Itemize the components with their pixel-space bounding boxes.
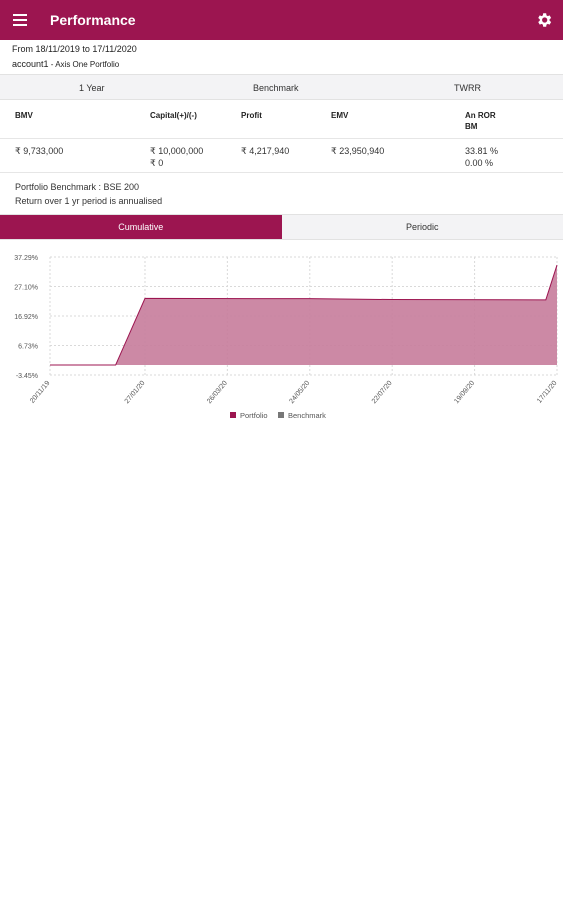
value-capital-2: ₹ 0: [150, 158, 164, 168]
y-tick-label: -3.45%: [16, 373, 38, 380]
legend-label: Portfolio: [240, 411, 268, 420]
tab-1-year[interactable]: 1 Year: [79, 83, 105, 93]
value-an-ror: 33.81 %: [465, 146, 499, 156]
page-title: Performance: [50, 12, 136, 28]
legend-label: Benchmark: [288, 411, 326, 420]
chart-svg: 37.29% 27.10% 16.92% 6.73% -3.45%20/11/19 27/…: [14, 255, 559, 420]
performance-chart: 37.29% 27.10% 16.92% 6.73% -3.45% 20/11/19 27/…: [0, 240, 563, 430]
col-an-ror: An ROR BM: [465, 110, 496, 132]
tab-benchmark[interactable]: Benchmark: [253, 83, 299, 93]
benchmark-note: Portfolio Benchmark : BSE 200: [15, 182, 140, 192]
value-emv: ₹ 23,950,940: [331, 146, 385, 156]
x-tick-label: 26/03/20: [206, 380, 229, 405]
period-text: From 18/11/2019 to 17/11/2020: [12, 44, 137, 54]
col-bm-label: BM: [465, 122, 478, 131]
value-bmv: ₹ 9,733,000: [15, 146, 64, 156]
x-tick-label: 27/01/20: [124, 380, 147, 405]
y-tick-label: 37.29%: [14, 255, 38, 262]
legend-swatch: [230, 412, 236, 418]
gear-icon[interactable]: [535, 11, 553, 29]
account-name: account1: [12, 59, 49, 69]
menu-icon[interactable]: [0, 0, 40, 40]
table-header: 1 Year Benchmark TWRR: [0, 74, 563, 100]
y-tick-label: 27.10%: [14, 285, 38, 292]
app-bar: Performance: [0, 0, 563, 40]
portfolio-area: [50, 265, 557, 366]
portfolio-line: [50, 264, 558, 366]
col-bmv: BMV: [15, 111, 33, 120]
col-emv: EMV: [331, 111, 349, 120]
tab-periodic[interactable]: Periodic: [281, 215, 563, 239]
row-divider: [0, 172, 563, 173]
value-returns: 33.81 % 0.00 %: [465, 145, 498, 169]
value-bm: 0.00 %: [465, 158, 494, 168]
value-profit: ₹ 4,217,940: [241, 146, 290, 156]
legend-swatch: [278, 412, 284, 418]
col-an-ror-label: An ROR: [465, 111, 496, 120]
col-profit: Profit: [241, 111, 262, 120]
x-tick-label: 24/05/20: [288, 380, 311, 405]
row-divider: [0, 138, 563, 139]
tab-cumulative[interactable]: Cumulative: [0, 215, 282, 239]
y-tick-label: 16.92%: [14, 314, 38, 321]
view-tabs: Cumulative Periodic: [0, 214, 563, 240]
account-portfolio: - Axis One Portfolio: [48, 60, 120, 69]
x-tick-label: 20/11/19: [29, 380, 52, 405]
tab-twrr[interactable]: TWRR: [454, 83, 481, 93]
annualised-note: Return over 1 yr period is annualised: [15, 196, 163, 206]
value-capital-1: ₹ 10,000,000: [150, 146, 204, 156]
y-tick-label: 6.73%: [18, 344, 38, 351]
x-tick-label: 22/07/20: [371, 380, 394, 405]
x-tick-label: 17/11/20: [536, 380, 559, 405]
account-text: account1 - Axis One Portfolio: [12, 59, 119, 69]
col-capital: Capital(+)/(-): [150, 111, 197, 120]
x-tick-label: 19/09/20: [453, 380, 476, 405]
value-capital: ₹ 10,000,000 ₹ 0: [150, 145, 203, 169]
